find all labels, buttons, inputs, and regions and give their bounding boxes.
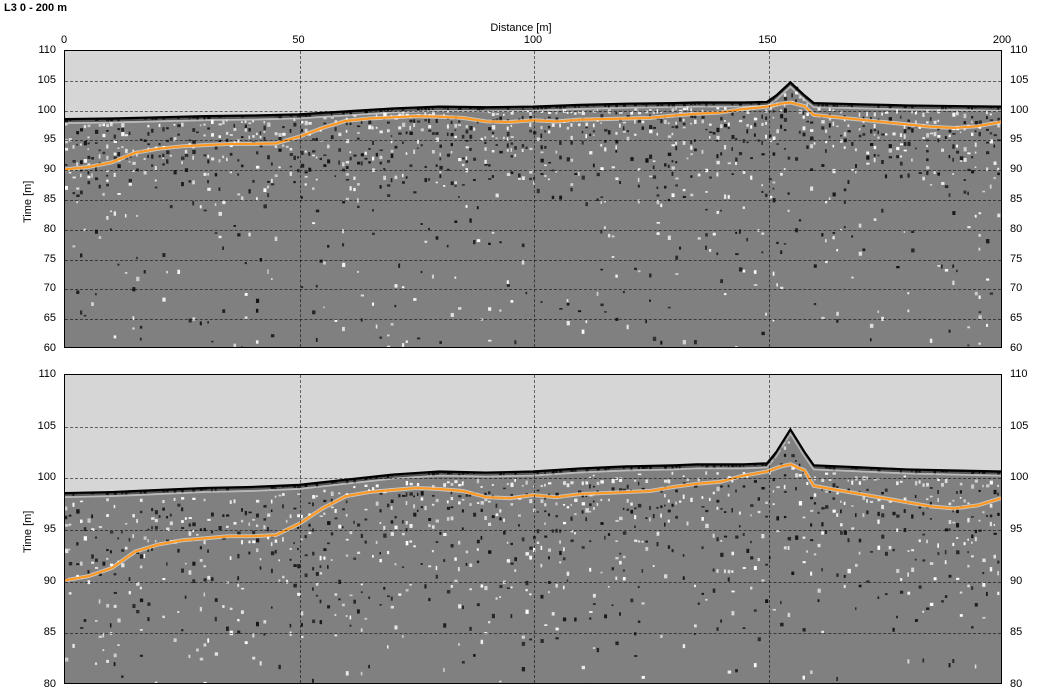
gridline-v bbox=[300, 51, 301, 347]
y-tick-right: 65 bbox=[1010, 312, 1022, 324]
gridline-h bbox=[65, 200, 1001, 201]
y-tick-right: 105 bbox=[1010, 74, 1028, 86]
y-tick-right: 80 bbox=[1010, 223, 1022, 235]
y-tick-right: 100 bbox=[1010, 104, 1028, 116]
y-tick-right: 85 bbox=[1010, 193, 1022, 205]
gridline-v bbox=[534, 51, 535, 347]
y-tick-right: 75 bbox=[1010, 253, 1022, 265]
y-tick-right: 60 bbox=[1010, 342, 1022, 354]
y-tick-right: 110 bbox=[1010, 44, 1028, 56]
overlay-svg-2 bbox=[65, 375, 1001, 683]
gridline-h bbox=[65, 81, 1001, 82]
gridline-h bbox=[65, 427, 1001, 428]
gridline-h bbox=[65, 582, 1001, 583]
y-tick-right: 85 bbox=[1010, 626, 1022, 638]
page-title: L3 0 - 200 m bbox=[4, 2, 67, 14]
gridline-h bbox=[65, 289, 1001, 290]
radargram-panel-1 bbox=[64, 50, 1002, 348]
y-tick-right: 95 bbox=[1010, 133, 1022, 145]
gridline-h bbox=[65, 140, 1001, 141]
y-tick-right: 90 bbox=[1010, 163, 1022, 175]
radargram-panel-2 bbox=[64, 374, 1002, 684]
y-axis-title-2: Time [m] bbox=[22, 511, 34, 553]
y-tick-right: 80 bbox=[1010, 678, 1022, 690]
y-tick-right: 105 bbox=[1010, 420, 1028, 432]
x-tick: 50 bbox=[292, 34, 304, 46]
gridline-v bbox=[769, 375, 770, 683]
gridline-v bbox=[534, 375, 535, 683]
overlay-svg-1 bbox=[65, 51, 1001, 347]
gridline-h bbox=[65, 170, 1001, 171]
x-tick: 100 bbox=[524, 34, 542, 46]
y-tick-right: 100 bbox=[1010, 471, 1028, 483]
gridline-h bbox=[65, 530, 1001, 531]
y-tick-right: 90 bbox=[1010, 575, 1022, 587]
x-tick: 200 bbox=[993, 34, 1011, 46]
gridline-h bbox=[65, 260, 1001, 261]
gridline-h bbox=[65, 633, 1001, 634]
y-tick-right: 95 bbox=[1010, 523, 1022, 535]
gridline-h bbox=[65, 478, 1001, 479]
y-tick-right: 110 bbox=[1010, 368, 1028, 380]
gridline-v bbox=[769, 51, 770, 347]
y-tick-right: 70 bbox=[1010, 282, 1022, 294]
gridline-h bbox=[65, 319, 1001, 320]
x-axis-title: Distance [m] bbox=[490, 22, 551, 34]
gridline-h bbox=[65, 230, 1001, 231]
gridline-v bbox=[300, 375, 301, 683]
gridline-h bbox=[65, 111, 1001, 112]
y-axis-title-1: Time [m] bbox=[22, 181, 34, 223]
x-tick: 150 bbox=[758, 34, 776, 46]
x-tick: 0 bbox=[61, 34, 67, 46]
